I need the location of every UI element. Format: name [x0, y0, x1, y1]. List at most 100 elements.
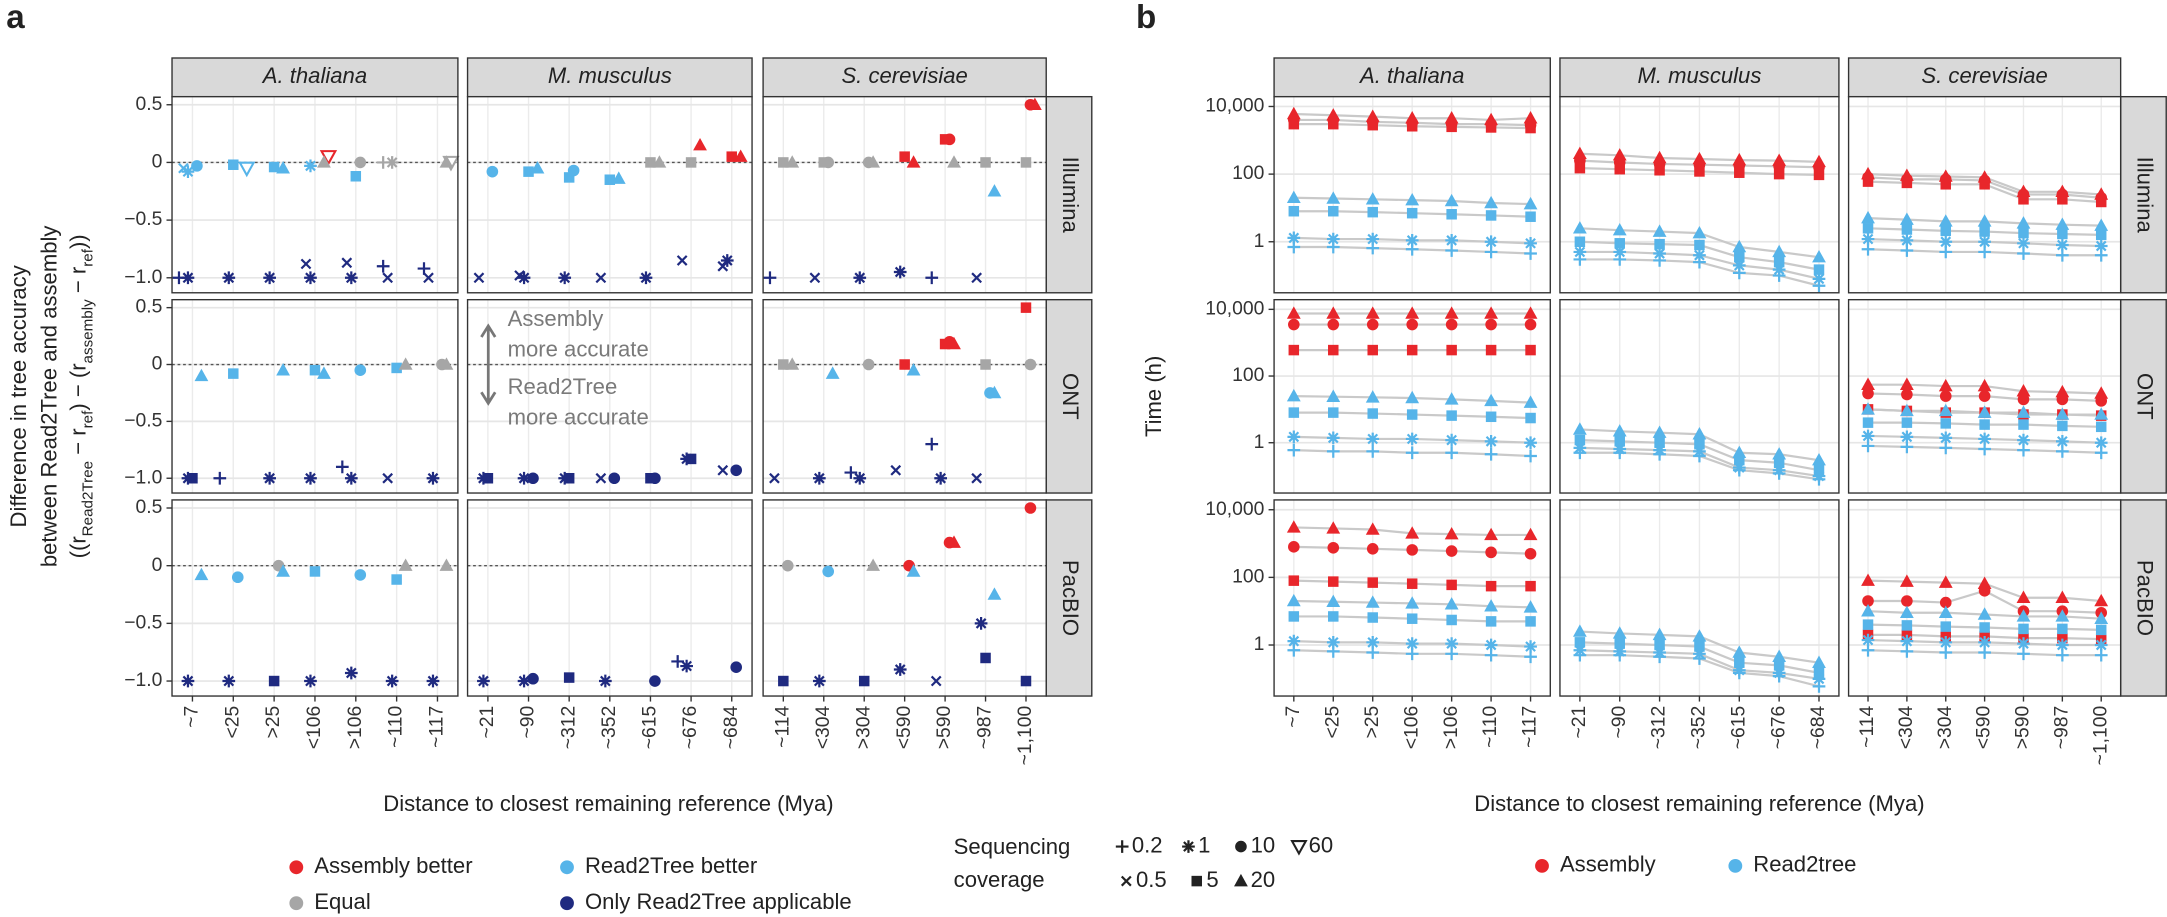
x-tick-label: <590: [1974, 706, 1995, 750]
point: [2056, 248, 2069, 262]
point: [987, 587, 1002, 600]
point: [652, 155, 667, 168]
point: [1573, 253, 1587, 266]
point: [354, 569, 367, 581]
point: [2095, 196, 2107, 208]
facet-title: A. thaliana: [261, 63, 367, 88]
facet-border: [171, 95, 459, 294]
point: [423, 272, 434, 284]
x-tick-label: ~114: [1857, 705, 1878, 747]
x-axis-title: Distance to closest remaining reference …: [383, 791, 833, 816]
y-tick-label: 100: [1232, 566, 1264, 587]
point: [317, 366, 331, 379]
point: [238, 161, 256, 178]
point: [1654, 238, 1665, 250]
point: [2055, 407, 2070, 420]
point: [1899, 212, 1914, 225]
point: [809, 272, 821, 284]
x-tick-label: >304: [1935, 705, 1956, 749]
point: [1327, 318, 1340, 331]
point: [376, 259, 390, 273]
point: [1978, 432, 1991, 446]
point: [1024, 358, 1037, 371]
point: [2094, 248, 2108, 262]
point: [1694, 239, 1705, 251]
point: [1653, 650, 1666, 664]
point: [2055, 590, 2070, 603]
point: [558, 271, 572, 285]
point: [1901, 620, 1913, 631]
point: [2055, 384, 2070, 398]
point: [1328, 205, 1339, 217]
point: [1288, 611, 1300, 622]
point: [2056, 238, 2069, 252]
point: [1861, 429, 1875, 443]
point: [304, 271, 317, 285]
legend-swatch: [1728, 858, 1743, 873]
point: [1978, 442, 1991, 456]
point: [2017, 443, 2030, 457]
point: [2017, 247, 2030, 260]
point: [730, 464, 743, 477]
point: [1326, 240, 1340, 254]
point: [1773, 457, 1785, 469]
point: [482, 472, 494, 484]
point: [1573, 446, 1587, 460]
point: [1901, 417, 1913, 428]
legend-symbol: [1235, 840, 1247, 853]
point: [1523, 196, 1538, 210]
point: [1612, 424, 1627, 437]
point: [1938, 378, 1953, 392]
point: [2055, 609, 2070, 622]
point: [1652, 425, 1667, 438]
point: [1732, 463, 1746, 477]
point: [1484, 434, 1498, 448]
point: [2057, 623, 2068, 635]
y-axis-title-part: ((r: [65, 536, 90, 558]
point: [181, 471, 195, 485]
point: [1978, 585, 1991, 597]
point: [1288, 318, 1300, 331]
point: [1900, 644, 1914, 658]
point: [649, 675, 661, 687]
point: [906, 564, 921, 577]
y-tick-label: 100: [1232, 365, 1264, 386]
legend-label: Equal: [314, 889, 370, 914]
point: [1024, 98, 1037, 111]
y-tick-label: 10,000: [1205, 96, 1264, 117]
point: [1772, 244, 1787, 258]
point: [1485, 122, 1497, 133]
point: [1574, 162, 1586, 174]
point: [671, 655, 685, 668]
point: [1444, 193, 1459, 207]
y-tick-label: 0: [152, 555, 163, 576]
point: [769, 472, 780, 484]
point: [1445, 244, 1458, 257]
point: [2057, 420, 2068, 432]
point: [1901, 388, 1913, 401]
y-axis-title: Time (h): [1141, 356, 1166, 437]
point: [1020, 302, 1032, 313]
point: [1977, 214, 1992, 227]
point: [1899, 403, 1914, 417]
point: [1652, 224, 1667, 237]
point: [2017, 393, 2030, 406]
point: [1574, 434, 1586, 446]
point: [268, 161, 280, 173]
point: [947, 336, 961, 350]
point: [899, 359, 910, 370]
facet-border: [1273, 95, 1551, 294]
point: [2094, 611, 2109, 624]
point: [1326, 232, 1340, 246]
legend-symbol: [1182, 840, 1195, 853]
point: [391, 574, 402, 585]
x-tick-label: ~117: [427, 706, 448, 748]
point: [1773, 168, 1785, 180]
point: [344, 666, 358, 680]
x-tick-label: <304: [813, 705, 834, 749]
point: [1574, 236, 1586, 248]
point: [2018, 623, 2029, 635]
y-axis-title-part: − r: [65, 267, 90, 300]
legend-swatch: [560, 860, 574, 875]
point: [730, 661, 743, 673]
